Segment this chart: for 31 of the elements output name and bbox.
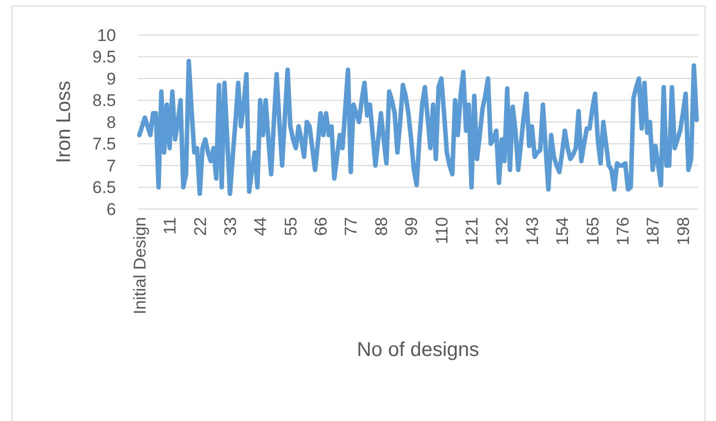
x-tick-label: 66 [312, 217, 331, 236]
x-tick-label: 198 [674, 217, 693, 246]
line-series [137, 58, 699, 196]
x-tick-label: 11 [160, 217, 180, 235]
y-tick-label: 8.5 [92, 91, 116, 110]
x-tick-label: 176 [614, 217, 633, 246]
y-tick-label: 10 [97, 26, 116, 45]
y-tick-label: 8 [106, 112, 116, 132]
x-tick-label: 110 [432, 217, 452, 244]
y-tick-label: 6.5 [92, 178, 116, 198]
x-tick-label: 132 [492, 217, 512, 246]
y-tick-label: 7 [106, 156, 116, 176]
x-tick-label: 77 [342, 217, 361, 236]
y-tick-label: 9.5 [92, 48, 116, 67]
x-tick-label: 187 [644, 217, 663, 246]
x-tick-label: 143 [522, 217, 542, 246]
y-tick-label: 9 [106, 69, 116, 88]
x-tick-label: 154 [553, 217, 572, 246]
x-tick-label: 33 [220, 217, 240, 236]
x-tick-label: 88 [372, 217, 391, 236]
x-tick-label: 99 [402, 217, 422, 236]
x-tick-label: 55 [281, 217, 300, 236]
x-tick-label: 121 [462, 217, 482, 246]
x-tick-label: Initial Design [130, 217, 150, 314]
x-tick-label: 165 [583, 217, 602, 246]
x-tick-label: 44 [251, 217, 270, 236]
y-axis-title: Iron Loss [53, 80, 75, 164]
x-tick-label: 22 [190, 217, 210, 236]
x-axis-title: No of designs [356, 339, 480, 361]
y-tick-label: 7.5 [92, 134, 116, 154]
y-tick-label: 6 [106, 200, 116, 219]
